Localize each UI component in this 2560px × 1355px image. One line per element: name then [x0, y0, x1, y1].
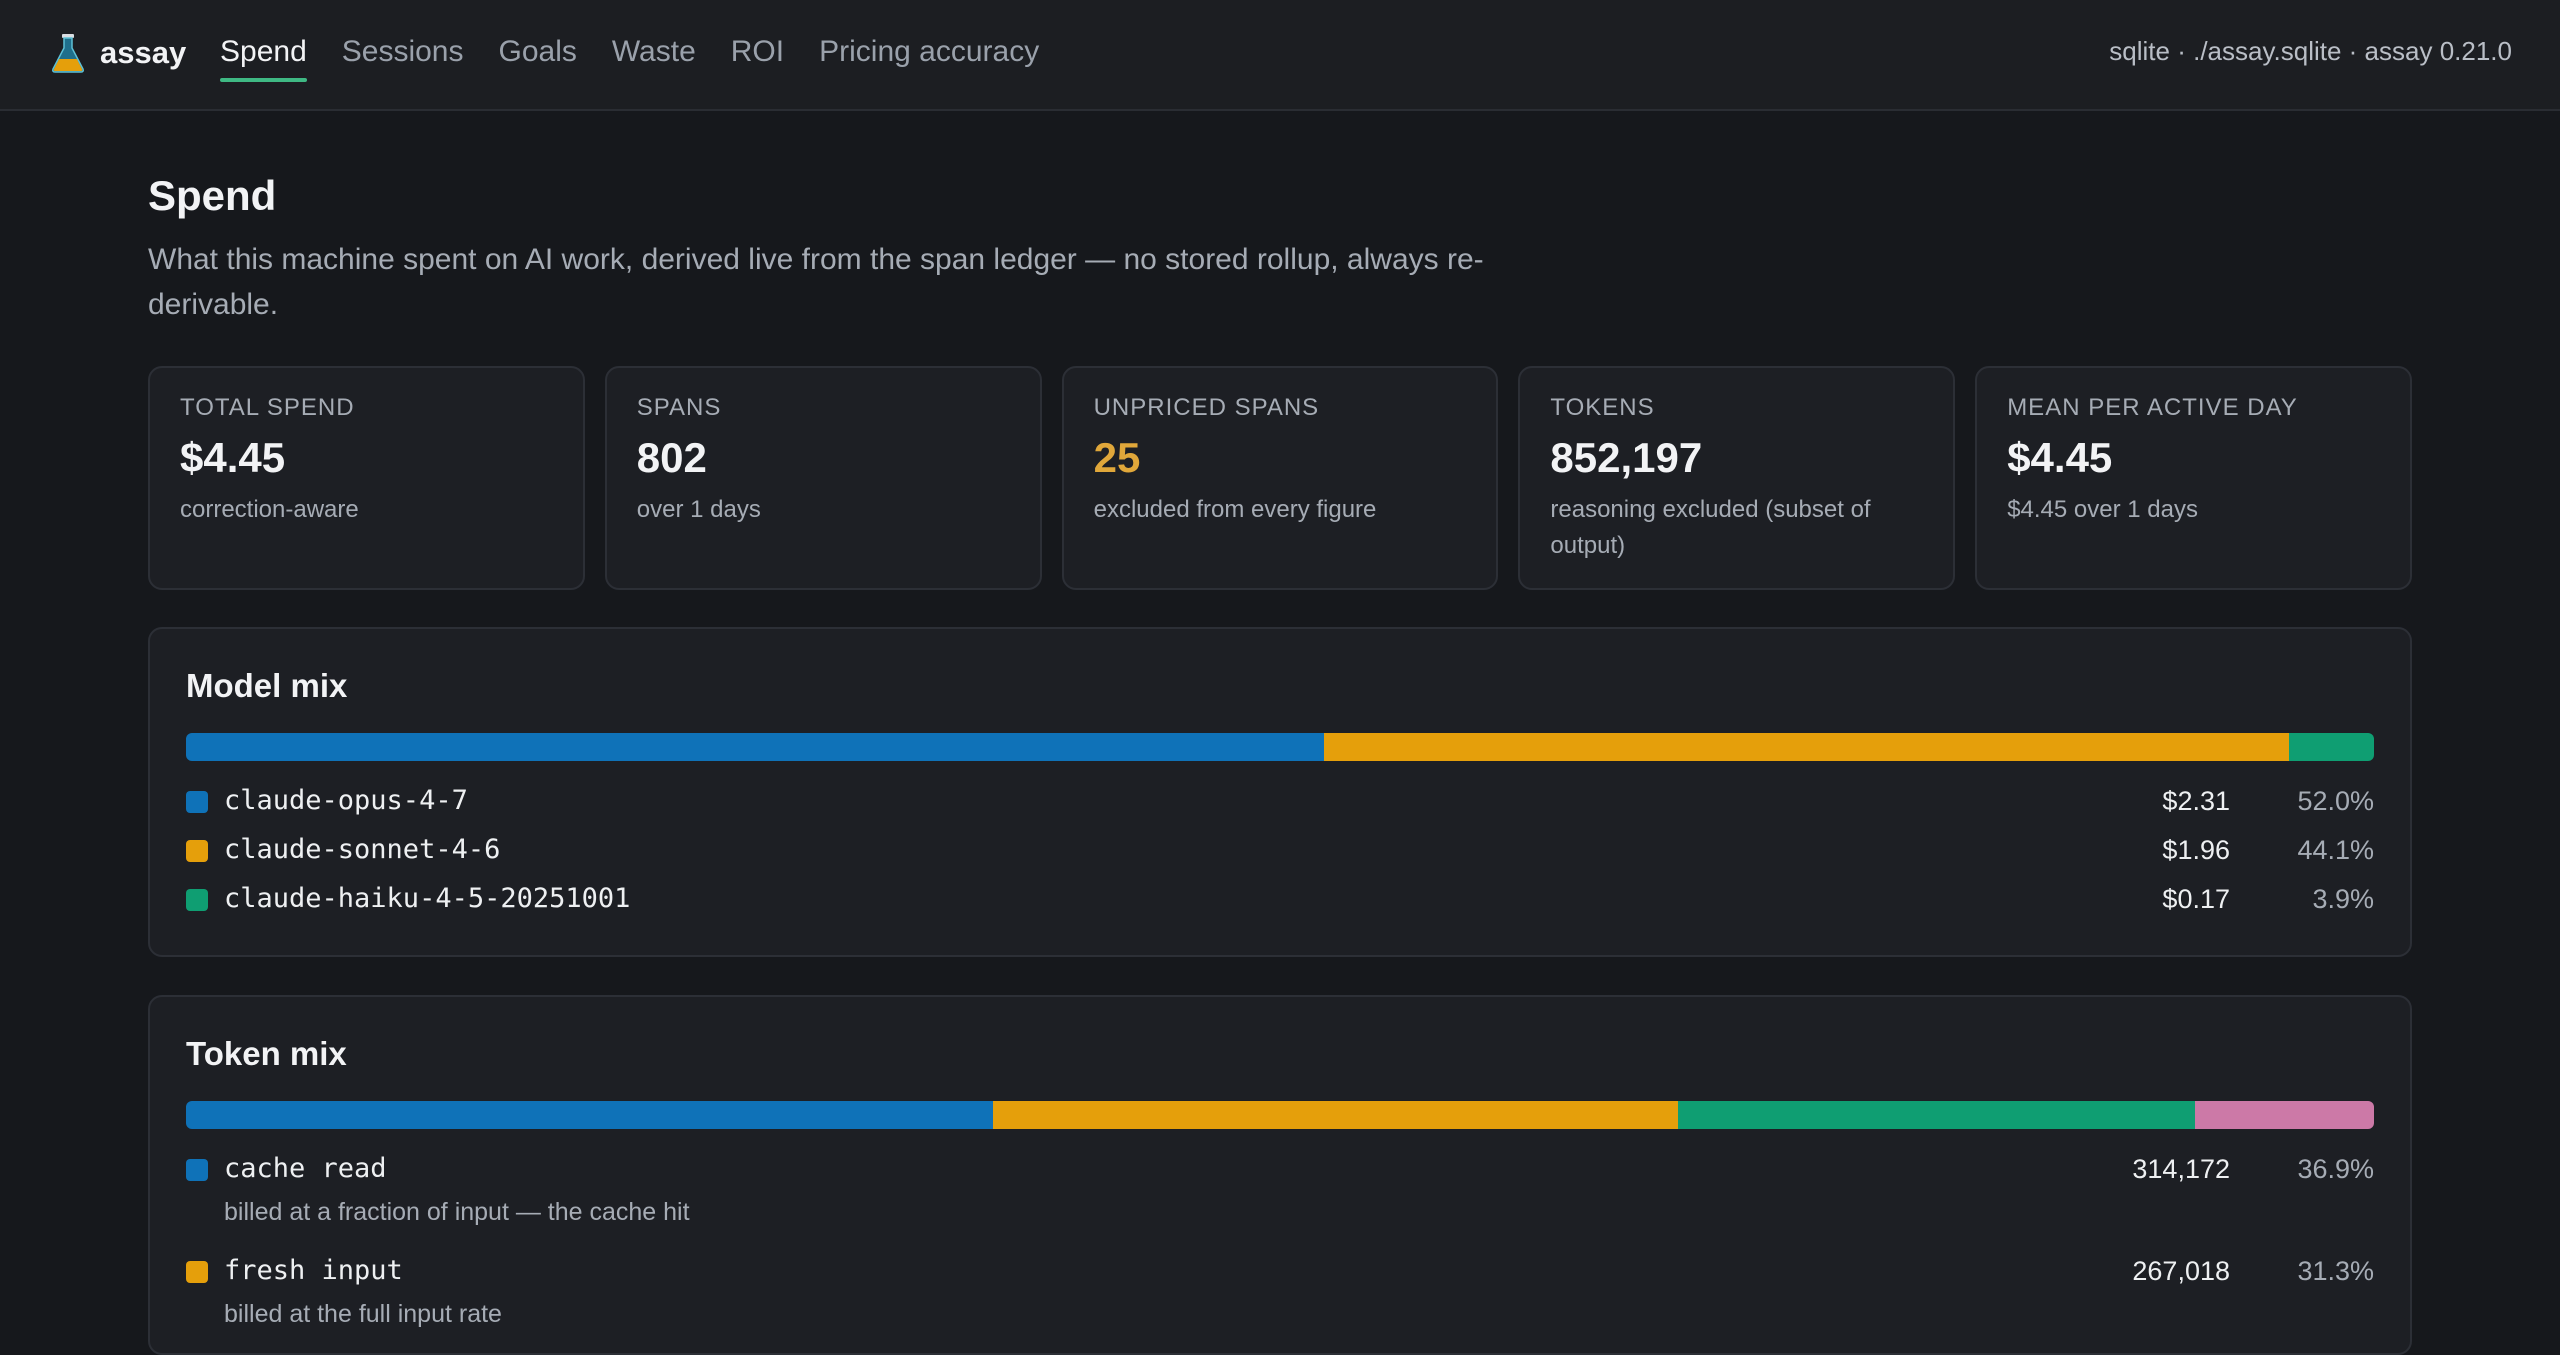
stats-row: TOTAL SPEND $4.45 correction-aware SPANS… [148, 366, 2412, 590]
legend-swatch [186, 1159, 208, 1181]
nav-roi[interactable]: ROI [730, 35, 785, 68]
legend-label: claude-opus-4-7 [224, 785, 468, 816]
stat-label: MEAN PER ACTIVE DAY [2007, 394, 2298, 421]
legend-note: billed at the full input rate [224, 1300, 502, 1328]
bar-segment [2194, 1101, 2374, 1129]
legend-amount: $1.96 [2162, 835, 2230, 865]
bar-segment [993, 1101, 1679, 1129]
legend-label: fresh input [224, 1255, 403, 1286]
stat-value: $4.45 [2007, 434, 2113, 481]
token-mix-panel: Token mix cache read 314,172 36.9% bille… [148, 995, 2412, 1355]
legend-amount: 314,172 [2132, 1154, 2230, 1184]
stat-value: 802 [636, 434, 707, 481]
stat-card-mean-per-active-day: MEAN PER ACTIVE DAY $4.45 $4.45 over 1 d… [1975, 366, 2412, 590]
stat-subtext: excluded from every figure [1093, 496, 1377, 523]
bar-segment [186, 733, 1324, 761]
panel-title: Token mix [186, 1035, 347, 1072]
legend-note: billed at a fraction of input — the cach… [224, 1198, 690, 1226]
legend-amount: $2.31 [2162, 786, 2230, 816]
legend-amount: $0.17 [2162, 884, 2230, 914]
nav-waste[interactable]: Waste [611, 35, 696, 68]
model-mix-panel: Model mix claude-opus-4-7 $2.31 52.0% cl… [148, 627, 2412, 957]
stat-subtext: over 1 days [636, 496, 761, 523]
stat-label: TOKENS [1550, 394, 1655, 421]
bar-segment [1678, 1101, 2195, 1129]
legend-item: claude-sonnet-4-6 $1.96 44.1% [186, 826, 2374, 875]
bar-segment [1323, 733, 2289, 761]
token-mix-legend: cache read 314,172 36.9% billed at a fra… [186, 1145, 2374, 1349]
legend-item: cache read 314,172 36.9% [186, 1145, 2374, 1194]
legend-percent: 3.9% [2312, 884, 2374, 914]
stat-card-spans: SPANS 802 over 1 days [604, 366, 1042, 590]
legend-item: claude-haiku-4-5-20251001 $0.17 3.9% [186, 875, 2374, 924]
bar-segment [186, 1101, 994, 1129]
bar-segment [2288, 733, 2374, 761]
top-nav-bar: assay Spend Sessions Goals Waste ROI Pri… [0, 0, 2560, 111]
panel-title: Model mix [186, 667, 348, 704]
legend-swatch [186, 840, 208, 862]
nav-pricing-accuracy[interactable]: Pricing accuracy [819, 35, 1040, 68]
page-title: Spend [148, 172, 277, 219]
model-mix-legend: claude-opus-4-7 $2.31 52.0% claude-sonne… [186, 777, 2374, 924]
app-name: assay [100, 35, 187, 70]
stat-card-tokens: TOKENS 852,197 reasoning excluded (subse… [1518, 366, 1956, 590]
stat-label: UNPRICED SPANS [1093, 394, 1320, 421]
stat-label: TOTAL SPEND [180, 394, 355, 421]
model-mix-bar [186, 733, 2374, 761]
legend-percent: 52.0% [2297, 786, 2374, 816]
legend-label: cache read [224, 1153, 387, 1184]
main-nav: Spend Sessions Goals Waste ROI Pricing a… [220, 26, 1039, 86]
legend-label: claude-haiku-4-5-20251001 [224, 883, 631, 914]
stat-card-total-spend: TOTAL SPEND $4.45 correction-aware [148, 366, 585, 590]
legend-percent: 44.1% [2297, 835, 2374, 865]
stat-label: SPANS [636, 394, 722, 421]
legend-label: claude-sonnet-4-6 [224, 834, 501, 865]
stat-subtext: $4.45 over 1 days [2007, 496, 2198, 523]
stat-subtext: correction-aware [180, 496, 359, 523]
page-description: What this machine spent on AI work, deri… [148, 243, 1484, 321]
flask-icon [50, 32, 86, 74]
environment-info: sqlite · ./assay.sqlite · assay 0.21.0 [2109, 36, 2512, 66]
stat-value: 25 [1093, 434, 1141, 481]
stat-card-unpriced-spans: UNPRICED SPANS 25 excluded from every fi… [1061, 366, 1499, 590]
brand[interactable]: assay [50, 28, 186, 78]
stat-value: 852,197 [1550, 434, 1703, 481]
legend-amount: 267,018 [2132, 1256, 2230, 1286]
token-mix-bar [186, 1101, 2374, 1129]
legend-item: fresh input 267,018 31.3% [186, 1247, 2374, 1296]
legend-swatch [186, 1261, 208, 1283]
legend-item: claude-opus-4-7 $2.31 52.0% [186, 777, 2374, 826]
stat-value: $4.45 [180, 434, 286, 481]
nav-sessions[interactable]: Sessions [341, 35, 464, 68]
legend-percent: 31.3% [2297, 1256, 2374, 1286]
legend-percent: 36.9% [2297, 1154, 2374, 1184]
legend-swatch [186, 791, 208, 813]
nav-spend[interactable]: Spend [220, 26, 307, 82]
nav-goals[interactable]: Goals [498, 35, 577, 68]
legend-swatch [186, 889, 208, 911]
stat-subtext: reasoning excluded (subset of output) [1550, 496, 1871, 559]
